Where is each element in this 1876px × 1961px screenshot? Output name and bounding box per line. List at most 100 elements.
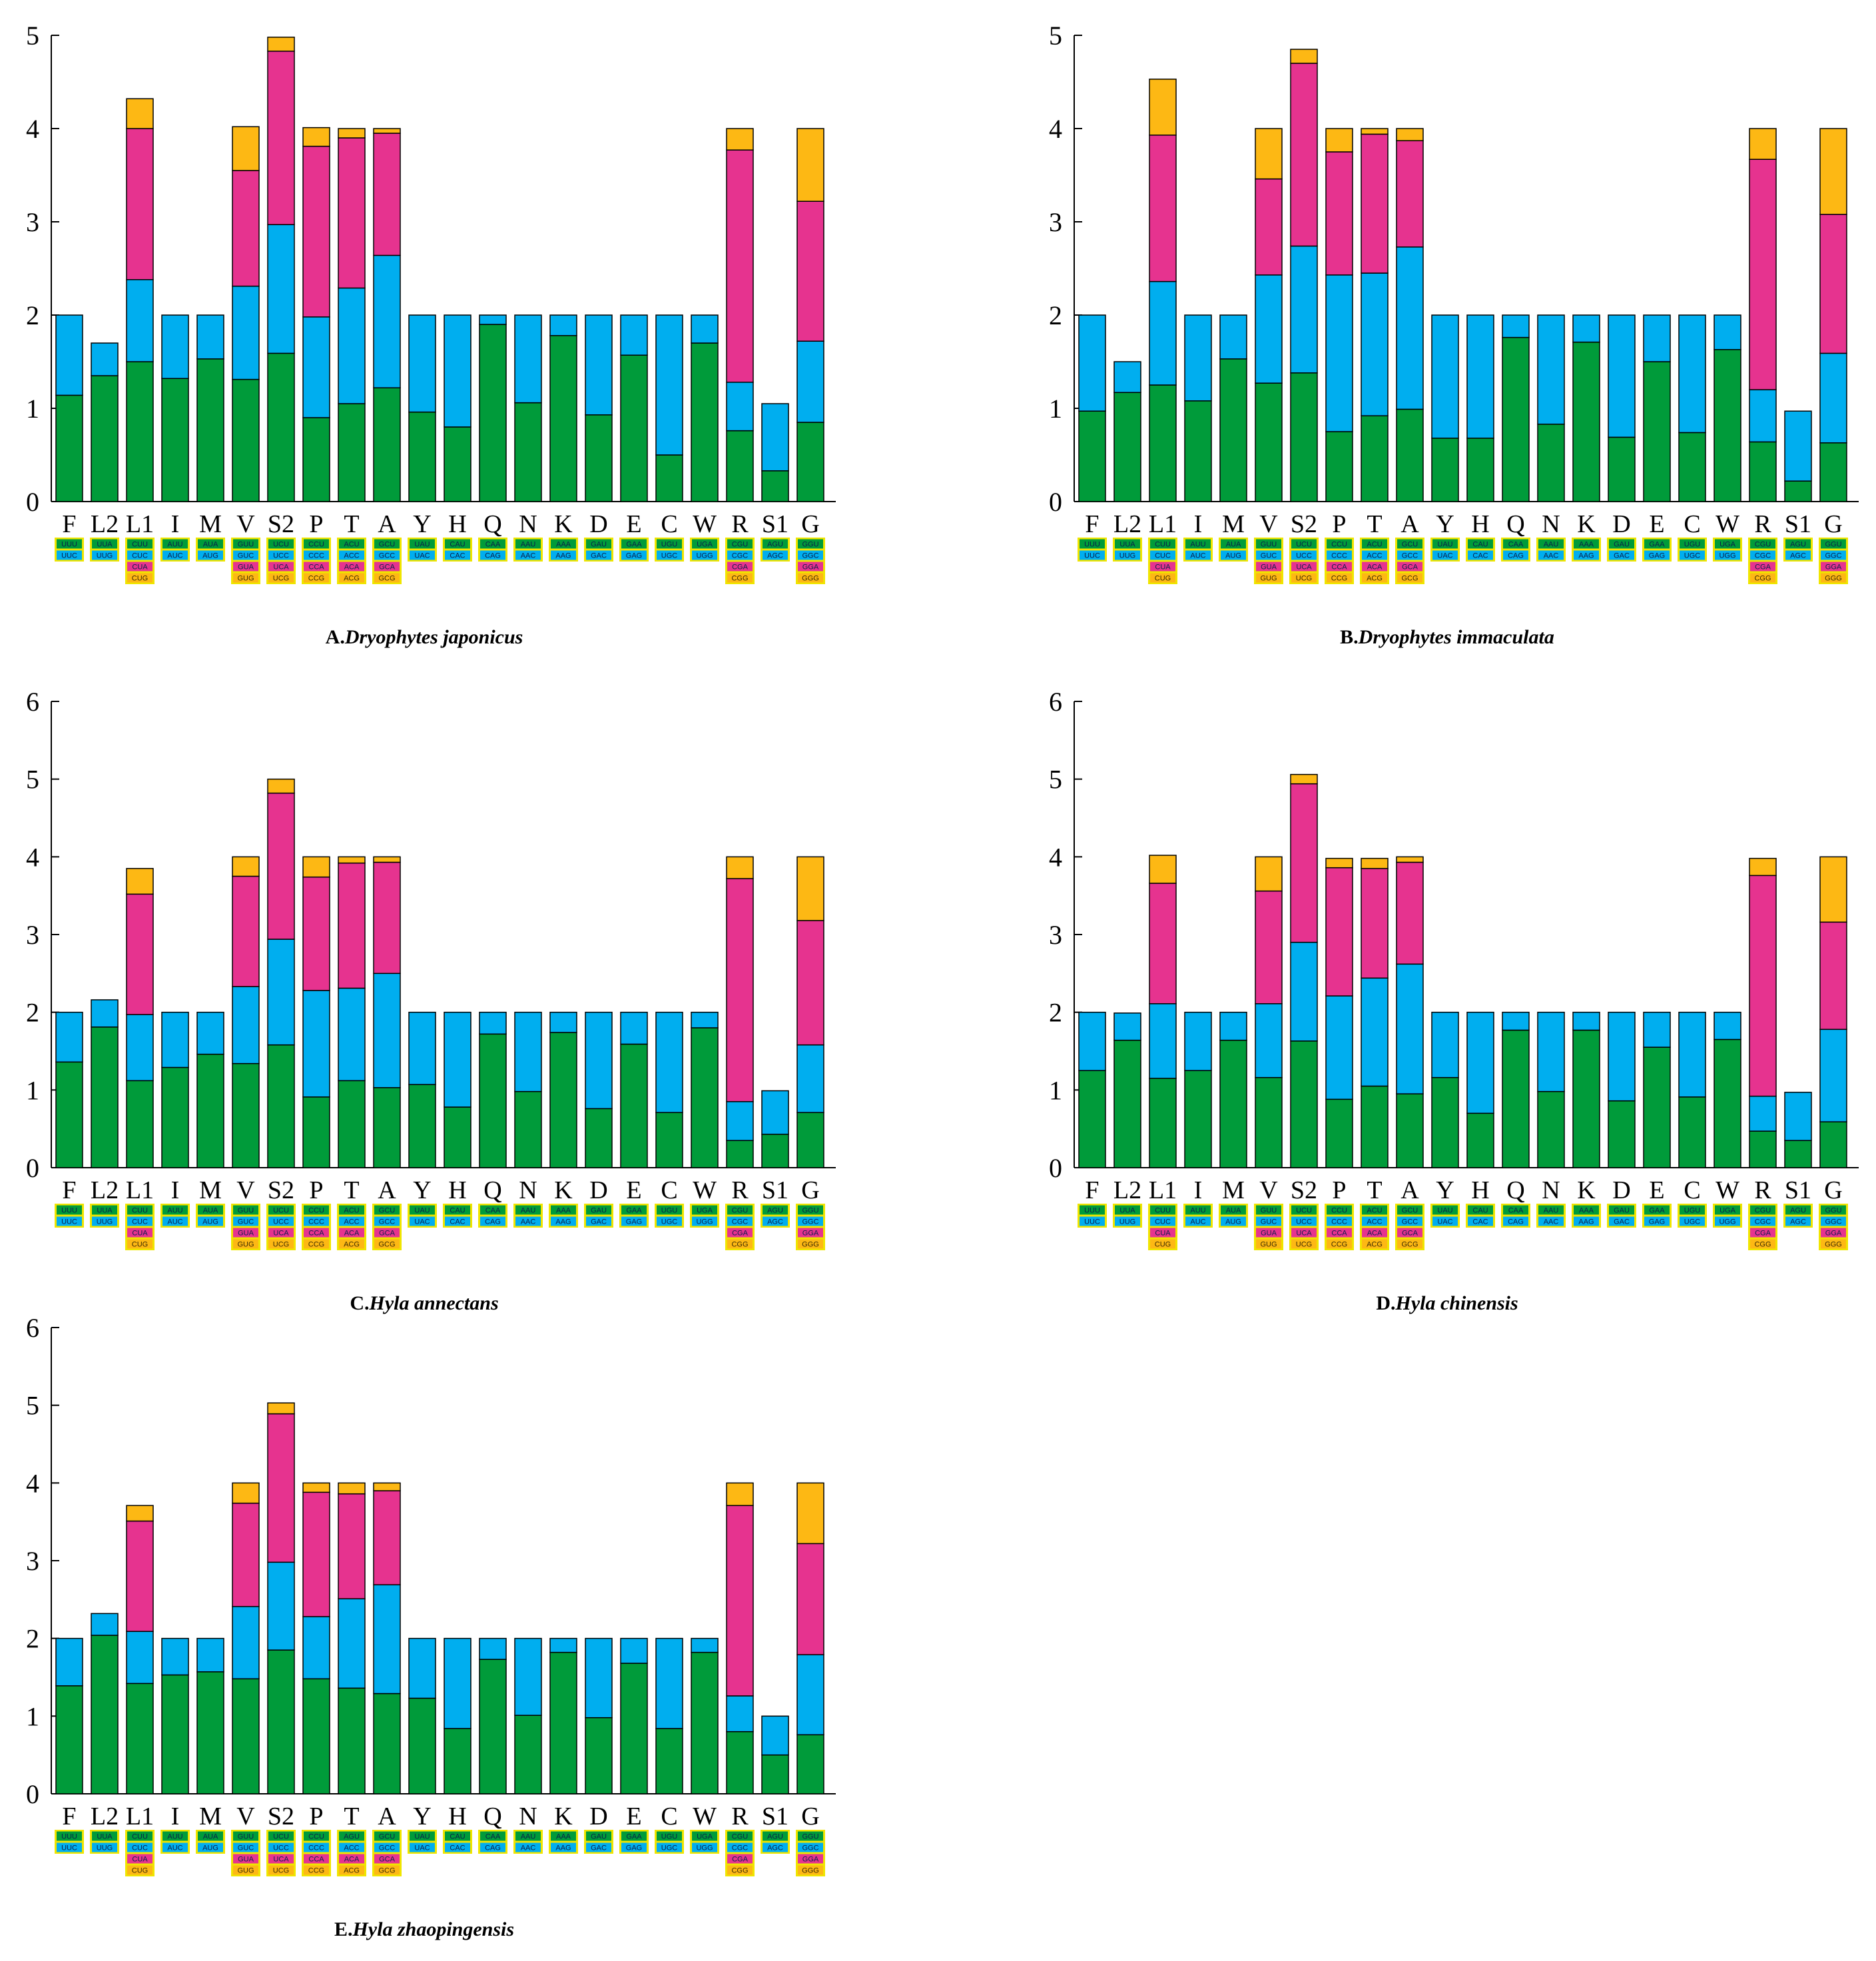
x-tick-label-d: D bbox=[1612, 1176, 1630, 1204]
codon-label: GAU bbox=[1614, 541, 1630, 549]
codon-swatch bbox=[233, 562, 258, 572]
codon-label: CCC bbox=[308, 1218, 324, 1226]
codon-label: GUU bbox=[238, 541, 254, 549]
bar-segment-s2-codon2 bbox=[1290, 245, 1318, 374]
x-tick-label-l1: L1 bbox=[126, 1176, 154, 1204]
bar-segment-l2-codon2 bbox=[91, 1613, 119, 1636]
x-tick-label-y: Y bbox=[1436, 1176, 1454, 1204]
codon-label: UCA bbox=[273, 1230, 289, 1238]
x-tick-label-s1: S1 bbox=[762, 1802, 788, 1830]
codon-label: CUG bbox=[1155, 1241, 1171, 1249]
x-tick-label-r: R bbox=[731, 1176, 749, 1204]
bar-segment-a-codon2 bbox=[373, 973, 401, 1088]
bar-segment-k-codon2 bbox=[1572, 1011, 1600, 1031]
codon-label: ACA bbox=[1367, 1230, 1383, 1238]
x-tick-label-p: P bbox=[309, 510, 323, 538]
bar-segment-p-codon4 bbox=[302, 1482, 330, 1493]
codon-box-c: UGU UGC bbox=[1678, 538, 1707, 562]
bar-segment-g-codon4 bbox=[796, 856, 824, 921]
bar-segment-r-codon1 bbox=[726, 1140, 754, 1168]
codon-label: AGC bbox=[767, 552, 783, 560]
codon-box-c: UGU UGC bbox=[1678, 1204, 1707, 1228]
bar-segment-g-codon3 bbox=[796, 920, 824, 1046]
codon-box-d: GAU GAC bbox=[1607, 538, 1636, 562]
x-tick-label-c: C bbox=[661, 1802, 677, 1830]
chart-caption: E.Hyla zhaopingensis bbox=[334, 1918, 514, 1940]
bar-segment-n-codon1 bbox=[1537, 424, 1565, 502]
codon-swatch bbox=[304, 1865, 329, 1875]
bar-d bbox=[585, 1011, 613, 1168]
y-tick-label: 3 bbox=[1049, 920, 1062, 950]
y-tick-label: 1 bbox=[26, 1701, 39, 1731]
caption-prefix: D. bbox=[1376, 1292, 1395, 1314]
bar-segment-s2-codon3 bbox=[1290, 63, 1318, 247]
codon-swatch bbox=[1221, 550, 1246, 560]
codon-label: UUG bbox=[97, 1844, 113, 1852]
bar-segment-t-codon3 bbox=[1361, 868, 1389, 979]
codon-label: UGU bbox=[1684, 1207, 1701, 1215]
codon-label: UGC bbox=[661, 1844, 678, 1852]
bar-segment-a-codon2 bbox=[373, 254, 401, 388]
bar-segment-l1-codon3 bbox=[1149, 883, 1177, 1004]
codon-label: CGA bbox=[732, 564, 749, 572]
bar-y bbox=[408, 314, 436, 502]
codon-label: UUU bbox=[1084, 1207, 1100, 1215]
bar-h bbox=[444, 1011, 471, 1168]
bar-v bbox=[232, 1482, 260, 1794]
codon-swatch bbox=[374, 1205, 400, 1215]
bar-segment-l1-codon3 bbox=[126, 1520, 154, 1632]
codon-box-i: AUU AUC bbox=[160, 538, 190, 562]
bar-d bbox=[585, 1637, 613, 1794]
bar-segment-f-codon1 bbox=[55, 1061, 83, 1168]
bar-segment-c-codon2 bbox=[1678, 314, 1706, 434]
bar-s1 bbox=[761, 1715, 789, 1794]
codon-label: GGU bbox=[1825, 541, 1841, 549]
bar-segment-l1-codon4 bbox=[1149, 79, 1177, 136]
x-tick-label-r: R bbox=[1754, 1176, 1771, 1204]
codon-swatch bbox=[339, 1239, 364, 1249]
codon-label: GAU bbox=[591, 541, 607, 549]
codon-swatch bbox=[1291, 1205, 1317, 1215]
bar-segment-a-codon1 bbox=[1396, 408, 1424, 502]
bar-segment-w-codon2 bbox=[691, 1011, 719, 1028]
codon-label: UCC bbox=[273, 1844, 289, 1852]
codon-swatch bbox=[410, 539, 435, 549]
codon-box-i: AUU AUC bbox=[1183, 538, 1213, 562]
bar-segment-d-codon2 bbox=[1608, 314, 1636, 438]
codon-swatch bbox=[1538, 1205, 1564, 1215]
bar-segment-t-codon4 bbox=[1361, 128, 1389, 135]
x-tick-label-k: K bbox=[554, 1176, 573, 1204]
bar-segment-k-codon2 bbox=[549, 1637, 577, 1653]
codon-label: UCU bbox=[273, 541, 289, 549]
bar-y bbox=[1431, 314, 1459, 502]
codon-swatch bbox=[268, 1865, 294, 1875]
bar-segment-r-codon3 bbox=[726, 878, 754, 1102]
x-tick-label-l2: L2 bbox=[1113, 510, 1141, 538]
codon-swatch bbox=[1327, 573, 1352, 583]
codon-label: CAU bbox=[450, 1833, 465, 1841]
bar-segment-y-codon2 bbox=[1431, 1011, 1459, 1078]
codon-swatch bbox=[233, 1239, 258, 1249]
codon-label: ACC bbox=[344, 552, 359, 560]
bar-segment-e-codon2 bbox=[620, 314, 648, 356]
bar-l1 bbox=[126, 98, 154, 502]
codon-swatch bbox=[57, 1205, 82, 1215]
bar-i bbox=[1184, 314, 1212, 502]
codon-label: ACU bbox=[1367, 1207, 1382, 1215]
bar-segment-s1-codon2 bbox=[761, 1090, 789, 1135]
codon-swatch bbox=[1291, 1228, 1317, 1238]
codon-label: AUG bbox=[202, 1844, 218, 1852]
codon-swatch bbox=[515, 1205, 541, 1215]
x-tick-label-s1: S1 bbox=[762, 510, 788, 538]
x-tick-label-c: C bbox=[661, 1176, 677, 1204]
codon-box-l1: CUU CUC CUA CUG bbox=[1148, 1204, 1177, 1250]
x-tick-label-q: Q bbox=[483, 1176, 501, 1204]
bar-segment-i-codon1 bbox=[161, 1674, 189, 1794]
bar-segment-p-codon4 bbox=[1325, 857, 1353, 869]
x-tick-label-d: D bbox=[1612, 510, 1630, 538]
bar-segment-t-codon3 bbox=[1361, 133, 1389, 274]
codon-swatch bbox=[692, 1842, 717, 1852]
codon-swatch bbox=[268, 1228, 294, 1238]
codon-label: CUU bbox=[132, 1207, 148, 1215]
codon-box-f: UUU UUC bbox=[55, 1830, 84, 1854]
